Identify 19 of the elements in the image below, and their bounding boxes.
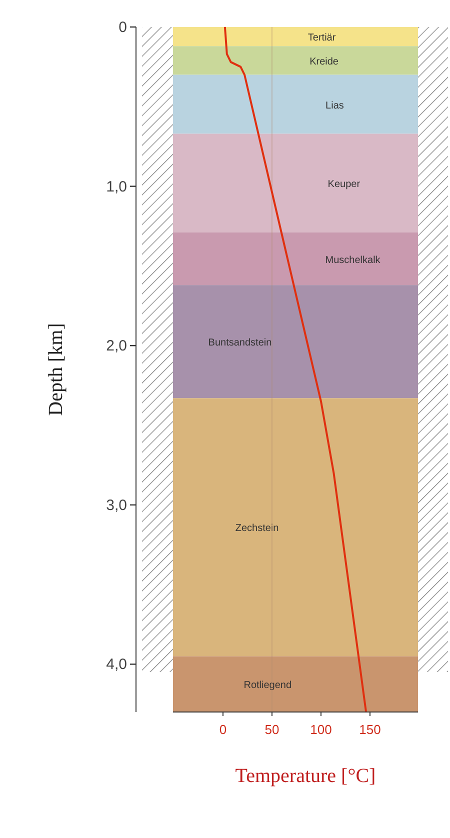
x-tick-label: 0 — [219, 722, 227, 737]
y-tick-label: 2,0 — [106, 338, 127, 355]
band-label: Tertiär — [308, 32, 336, 44]
band-label: Lias — [326, 100, 344, 112]
x-tick-label: 50 — [264, 722, 280, 737]
y-tick-label: 0 — [118, 19, 127, 36]
y-axis-title: Depth [km] — [45, 323, 67, 416]
x-tick-label: 100 — [310, 722, 332, 737]
band-label: Keuper — [328, 179, 361, 190]
x-axis-title: Temperature [°C] — [235, 765, 376, 787]
band-label: Muschelkalk — [325, 254, 382, 266]
x-tick-label: 150 — [359, 722, 381, 737]
band-label: Zechstein — [235, 523, 279, 534]
band-label: Rotliegend — [244, 680, 292, 692]
band-label: Buntsandstein — [208, 338, 272, 349]
y-tick-label: 4,0 — [106, 656, 127, 674]
y-tick-label: 1,0 — [106, 178, 127, 196]
y-tick-label: 3,0 — [106, 496, 127, 514]
band-label: Kreide — [310, 56, 339, 68]
